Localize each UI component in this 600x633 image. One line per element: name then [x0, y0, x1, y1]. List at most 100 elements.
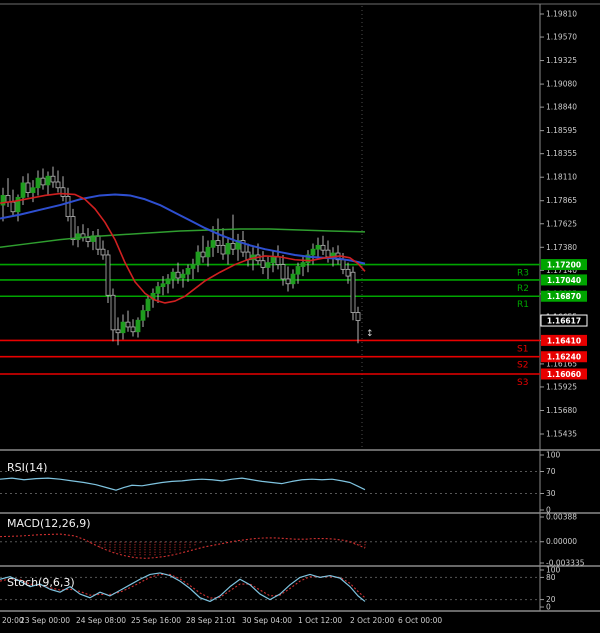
- bull-candle: [120, 321, 126, 334]
- bear-candle: [65, 195, 71, 217]
- bear-candle: [345, 268, 351, 277]
- bear-candle: [260, 260, 266, 268]
- ma-slow-blue: [0, 193, 366, 265]
- ma-mid-green: [0, 228, 366, 249]
- time-axis-label: 20:00: [2, 616, 24, 625]
- bear-candle: [325, 249, 331, 258]
- price-scale-label: 1.17865: [546, 196, 577, 205]
- price-scale-label: 1.17380: [546, 243, 577, 252]
- resistance-badge-R1: [541, 290, 587, 302]
- bull-candle: [170, 271, 176, 280]
- bear-candle: [60, 187, 66, 197]
- macd-scale-label: 0.00388: [546, 513, 577, 522]
- bull-candle: [20, 182, 26, 198]
- price-scale-label: 1.18355: [546, 149, 577, 158]
- time-axis-label: 30 Sep 04:00: [242, 616, 292, 625]
- support-label-S1: S1: [517, 344, 528, 354]
- support-badge-S3-text: 1.16060: [547, 370, 581, 379]
- support-badge-S1: [541, 334, 587, 346]
- bull-candle: [140, 310, 146, 321]
- resistance-badge-R3: [541, 259, 587, 271]
- bull-candle: [205, 246, 211, 258]
- bull-candle: [90, 235, 96, 242]
- stoch-scale-label: 100: [546, 566, 561, 575]
- bear-candle: [95, 235, 101, 250]
- stoch-scale-label: 80: [546, 573, 556, 582]
- price-scale-label: 1.17140: [546, 266, 577, 275]
- bull-candle: [295, 266, 301, 275]
- support-label-S3: S3: [517, 378, 528, 388]
- bull-candle: [160, 283, 166, 288]
- support-badge-S1-text: 1.16410: [547, 336, 581, 345]
- resistance-label-R2: R2: [517, 284, 529, 294]
- bear-candle: [55, 181, 61, 189]
- stoch-scale-label: 0: [546, 603, 551, 612]
- bear-candle: [240, 240, 246, 253]
- rsi-scale-label: 30: [546, 489, 556, 498]
- current-price-badge-text: 1.16617: [547, 317, 581, 326]
- current-price-marker: ↕: [366, 329, 374, 339]
- bull-candle: [180, 273, 186, 279]
- resistance-badge-R2-text: 1.17040: [547, 276, 581, 285]
- bull-candle: [270, 256, 276, 264]
- bull-candle: [315, 244, 321, 250]
- price-scale-label: 1.17625: [546, 219, 577, 228]
- price-scale-label: 1.16165: [546, 359, 577, 368]
- price-scale-label: 1.15925: [546, 382, 577, 391]
- bull-candle: [30, 187, 36, 193]
- resistance-badge-R1-text: 1.16870: [547, 292, 581, 301]
- macd-line: [0, 533, 366, 559]
- rsi-line: [0, 477, 366, 491]
- bull-candle: [310, 248, 316, 256]
- support-label-S2: S2: [517, 361, 528, 371]
- macd-scale-label: -0.003335: [546, 559, 585, 568]
- price-scale-label: 1.19810: [546, 10, 577, 19]
- bull-candle: [185, 267, 191, 275]
- bear-candle: [125, 321, 131, 328]
- price-scale-label: 1.18110: [546, 173, 577, 182]
- time-axis-label: 24 Sep 08:00: [76, 616, 126, 625]
- bull-candle: [210, 240, 216, 248]
- bull-candle: [305, 254, 311, 264]
- price-scale-label: 1.15680: [546, 406, 577, 415]
- bear-candle: [100, 248, 106, 256]
- bull-candle: [290, 273, 296, 285]
- bull-candle: [145, 298, 151, 312]
- bear-candle: [70, 216, 76, 240]
- bull-candle: [190, 264, 196, 269]
- bear-candle: [220, 244, 226, 255]
- bear-candle: [105, 254, 111, 296]
- bull-candle: [35, 177, 41, 189]
- bull-candle: [165, 278, 171, 285]
- time-axis-label: 1 Oct 12:00: [298, 616, 342, 625]
- price-scale-label: 1.18840: [546, 103, 577, 112]
- rsi-scale-label: 100: [546, 451, 561, 460]
- bear-candle: [285, 278, 291, 285]
- bull-candle: [0, 195, 6, 206]
- bull-candle: [15, 196, 21, 213]
- bear-candle: [130, 326, 136, 333]
- support-badge-S3: [541, 368, 587, 380]
- bear-candle: [175, 271, 181, 279]
- bear-candle: [275, 256, 281, 265]
- stoch-scale-label: 20: [546, 595, 556, 604]
- price-scale-label: 1.19080: [546, 80, 577, 89]
- time-axis-label: 2 Oct 20:00: [350, 616, 394, 625]
- time-axis-label: 6 Oct 00:00: [398, 616, 442, 625]
- bear-candle: [215, 240, 221, 246]
- bear-candle: [355, 312, 361, 321]
- stoch-k-line: [0, 572, 366, 603]
- price-scale-label: 1.15435: [546, 430, 577, 439]
- bull-candle: [135, 319, 141, 333]
- stoch-d-line: [0, 573, 366, 599]
- resistance-badge-R3-text: 1.17200: [547, 261, 581, 270]
- bear-candle: [85, 237, 91, 242]
- bull-candle: [75, 233, 81, 240]
- rsi-scale-label: 70: [546, 467, 556, 476]
- bear-candle: [230, 243, 236, 250]
- resistance-badge-R2: [541, 274, 587, 286]
- time-axis-label: 28 Sep 21:01: [186, 616, 236, 625]
- bear-candle: [50, 175, 56, 183]
